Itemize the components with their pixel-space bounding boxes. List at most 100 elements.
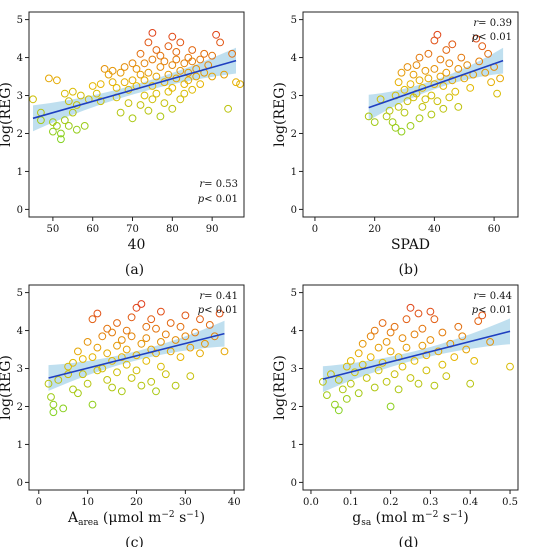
data-point bbox=[438, 328, 447, 337]
data-point bbox=[148, 29, 157, 37]
data-point bbox=[93, 343, 102, 352]
panel-b-x-tick-label: 60 bbox=[488, 224, 501, 235]
data-point bbox=[415, 53, 424, 62]
data-point bbox=[156, 51, 165, 60]
data-point bbox=[196, 55, 205, 64]
data-point bbox=[451, 87, 460, 96]
data-point bbox=[390, 322, 399, 331]
data-point bbox=[374, 366, 383, 375]
data-point bbox=[439, 82, 448, 90]
data-point bbox=[358, 339, 367, 348]
panel-d-frame bbox=[302, 284, 519, 491]
data-point bbox=[433, 97, 442, 106]
data-point bbox=[68, 108, 77, 117]
panel-b-x-tick-label: 40 bbox=[428, 224, 441, 235]
data-point bbox=[74, 389, 82, 398]
data-point bbox=[470, 357, 479, 365]
data-point bbox=[137, 381, 146, 390]
data-point bbox=[120, 78, 129, 87]
data-point bbox=[92, 89, 101, 98]
panel-a-y-tick-label: 5 bbox=[17, 15, 23, 26]
data-point bbox=[410, 330, 419, 339]
data-point bbox=[108, 328, 116, 337]
data-point bbox=[142, 334, 151, 343]
data-point bbox=[506, 362, 514, 371]
data-point bbox=[486, 338, 495, 346]
data-point bbox=[168, 61, 177, 69]
data-point bbox=[136, 101, 145, 109]
data-point bbox=[406, 303, 415, 312]
panel-a-stat-p: p< 0.01 bbox=[198, 194, 238, 205]
data-point bbox=[132, 366, 141, 375]
data-point bbox=[436, 55, 445, 64]
data-point bbox=[186, 372, 195, 381]
panel-c-y-tick-label: 2 bbox=[17, 402, 23, 413]
panel-b-y-tick-label: 5 bbox=[291, 15, 297, 26]
panel-c-x-tick-label: 0 bbox=[36, 497, 42, 508]
data-point bbox=[96, 97, 105, 106]
data-point bbox=[200, 49, 209, 58]
data-point bbox=[144, 68, 153, 77]
panel-a-regression-line bbox=[32, 59, 237, 120]
panel-b-plot-area: 0 20 40 60 0 1 2 3 4 5 bbox=[291, 11, 519, 235]
panel-b-x-tick-label: 20 bbox=[368, 224, 381, 235]
data-point bbox=[78, 370, 87, 379]
data-point bbox=[172, 55, 181, 64]
panel-c-stat-r: r= 0.41 bbox=[199, 291, 238, 302]
panel-a-x-tick-label: 50 bbox=[47, 224, 60, 235]
data-point bbox=[216, 38, 225, 47]
data-point bbox=[366, 332, 375, 341]
panel-b-y-axis-label: log(REG) bbox=[272, 82, 288, 147]
data-point bbox=[113, 341, 121, 350]
panel-d-y-tick-label: 1 bbox=[291, 440, 297, 451]
panel-d-y-tick-label: 0 bbox=[291, 478, 297, 489]
data-point bbox=[426, 336, 435, 344]
data-point bbox=[403, 63, 412, 71]
data-point bbox=[88, 315, 97, 324]
data-point bbox=[100, 65, 109, 73]
data-point bbox=[398, 334, 407, 343]
panel-c-y-tick-label: 0 bbox=[17, 478, 23, 489]
data-point bbox=[166, 319, 175, 327]
data-point bbox=[188, 85, 197, 94]
data-point bbox=[164, 42, 173, 51]
data-point bbox=[418, 103, 427, 111]
data-point bbox=[83, 338, 92, 346]
panel-c-x-tick-label: 10 bbox=[81, 497, 94, 508]
panel-b: 0 20 40 60 0 1 2 3 4 5 r= 0.39 p< 0.01 SPAD log(R… bbox=[272, 11, 519, 278]
panel-b-y-tick-label: 0 bbox=[291, 205, 297, 216]
data-point bbox=[406, 80, 415, 88]
data-point bbox=[212, 30, 221, 39]
data-point bbox=[478, 42, 487, 51]
data-point bbox=[142, 357, 151, 365]
data-point bbox=[487, 78, 496, 87]
data-point bbox=[136, 49, 145, 58]
data-point bbox=[53, 122, 61, 130]
data-point bbox=[410, 357, 419, 365]
data-point bbox=[176, 38, 185, 47]
data-point bbox=[176, 322, 185, 331]
data-point bbox=[117, 353, 126, 362]
data-point bbox=[69, 385, 77, 394]
data-point bbox=[93, 309, 102, 318]
data-point bbox=[442, 68, 451, 77]
panel-b-frame bbox=[302, 11, 519, 218]
data-point bbox=[186, 343, 195, 352]
panel-d-x-tick-label: 0.5 bbox=[502, 497, 518, 508]
data-point bbox=[184, 53, 193, 62]
panel-d-x-axis-label: gsa (mol m−2 s−1) bbox=[352, 510, 468, 528]
data-point bbox=[208, 72, 217, 81]
data-point bbox=[181, 332, 190, 341]
data-point bbox=[458, 332, 467, 341]
panel-a-y-tick-label: 4 bbox=[17, 53, 23, 64]
data-point bbox=[176, 95, 185, 104]
data-point bbox=[140, 76, 149, 85]
data-point bbox=[128, 114, 137, 123]
data-point bbox=[454, 103, 463, 111]
data-point bbox=[201, 339, 209, 348]
data-point bbox=[354, 349, 363, 358]
panel-c-y-tick-label: 3 bbox=[17, 364, 23, 375]
data-point bbox=[481, 68, 490, 77]
panel-d-y-tick-label: 2 bbox=[291, 402, 297, 413]
